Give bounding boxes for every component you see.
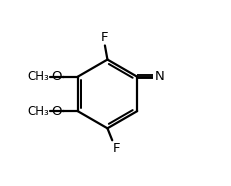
Text: CH₃: CH₃ — [27, 105, 49, 118]
Text: O: O — [51, 105, 61, 118]
Text: F: F — [112, 142, 120, 155]
Text: CH₃: CH₃ — [27, 70, 49, 83]
Text: O: O — [51, 70, 61, 83]
Text: N: N — [154, 70, 164, 83]
Text: F: F — [100, 31, 108, 44]
